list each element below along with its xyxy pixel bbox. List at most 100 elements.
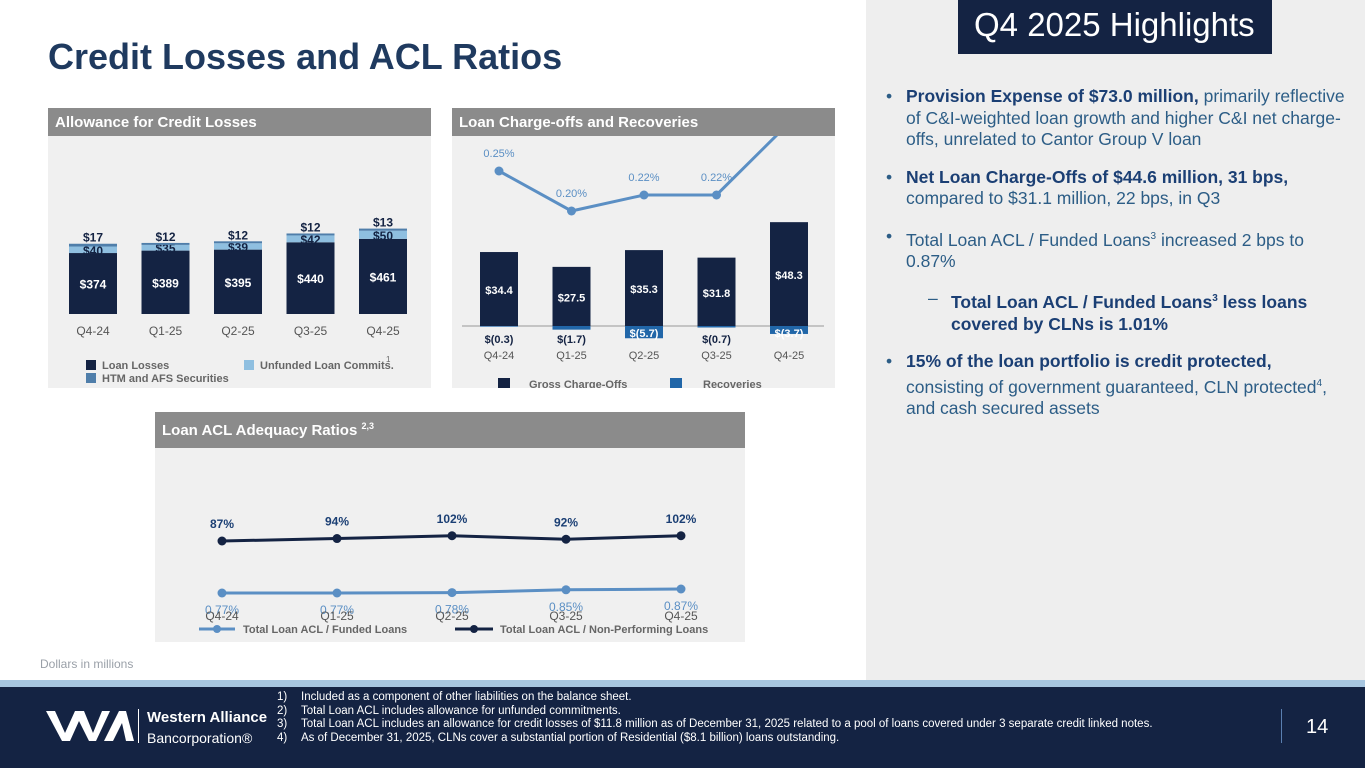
adequacy-x-tick: Q4-24 [205,609,239,623]
acl-bar-1-4 [359,230,407,239]
recovery-bar [552,326,591,330]
legend-unfunded-swatch [244,360,254,370]
legend-recoveries: Recoveries [703,379,762,388]
acl-chart-panel: Allowance for Credit Losses $374 $40 $17 Q4… [48,108,431,388]
acl-bar-1-1 [141,244,190,251]
funded-ratio-label: 0.87% [664,599,698,613]
adequacy-x-tick: Q4-25 [664,609,698,623]
highlight-provision: • Provision Expense of $73.0 million, pri… [886,86,1345,149]
funded-ratio-label: 0.78% [435,603,469,617]
acl-bar-label-2-0: $17 [83,231,103,245]
net-chargeoff-rate-point [712,190,721,200]
footnote-1: 1) Included as a component of other liabi… [277,691,632,703]
legend-funded-dot [213,625,221,633]
footnote-3: 3) Total Loan ACL includes an allowance f… [277,718,1153,731]
adequacy-chart-panel: Loan ACL Adequacy Ratios 2,3 87% 94% 102% 9… [155,412,745,642]
funded-ratio-point [447,588,457,598]
acl-bar-2-2 [214,241,262,244]
highlight-acl-ratio: • Total Loan ACL / Funded Loans3 increase… [886,225,1304,271]
units-note: Dollars in millions [40,657,134,671]
adequacy-x-tick: Q2-25 [435,609,469,623]
footnote-2: 2) Total Loan ACL includes allowance for … [277,704,621,717]
net-chargeoff-rate-point [567,206,576,216]
gross-chargeoff-label: $48.3 [775,270,803,282]
footnote-4: 4) As of December 31, 2025, CLNs cover a … [277,731,840,744]
acl-bar-label-0-0: $374 [80,278,107,292]
acl-bar-label-1-1: $35 [155,242,175,256]
legend-unfunded-footnote: 1 [386,355,391,364]
acl-bar-label-1-2: $39 [228,240,248,254]
footer [0,687,1365,768]
acl-bar-0-4 [359,238,407,314]
adequacy-line-chart: 87% 94% 102% 92% 102% 0.77% 0.77% 0.78% 0.85% 0.8… [199,512,708,636]
legend-securities-swatch [86,373,96,383]
chargeoffs-x-tick: Q4-25 [774,350,805,362]
net-chargeoff-rate-label: 0.25% [483,148,514,160]
acl-bar-label-2-2: $12 [228,228,248,242]
gross-chargeoff-label: $35.3 [630,284,658,296]
highlights-title: Q4 2025 Highlights [958,0,1272,54]
acl-bar-label-0-3: $440 [297,272,324,286]
npl-ratio-label: 87% [210,517,234,531]
page-title: Credit Losses and ACL Ratios [48,36,563,77]
gross-chargeoff-label: $34.4 [485,285,513,297]
recovery-label: $(3.7) [775,328,804,340]
adequacy-x-tick: Q1-25 [320,609,354,623]
legend-funded: Total Loan ACL / Funded Loans [243,624,407,636]
funded-ratio-label: 0.77% [320,603,354,617]
npl-ratio-point [447,531,457,541]
legend-npl: Total Loan ACL / Non-Performing Loans [500,624,708,636]
acl-bar-label-2-1: $12 [155,230,175,244]
gross-chargeoff-bar [625,250,663,326]
highlights-panel [866,0,1365,680]
recovery-bar [697,326,736,328]
acl-x-tick: Q4-25 [366,324,400,338]
chargeoffs-x-tick: Q2-25 [629,350,660,362]
gross-chargeoff-bar [697,257,736,326]
footnotes: 1) Included as a component of other liabi… [277,691,1153,745]
acl-bar-1-3 [286,235,335,243]
page-number-divider [1281,709,1282,743]
chargeoffs-x-tick: Q1-25 [556,350,587,362]
highlight-credit-protected: • 15% of the loan portfolio is credit pro… [886,351,1327,418]
net-chargeoff-rate-point [639,190,649,200]
legend-unfunded: Unfunded Loan Commits. [260,360,394,372]
net-chargeoff-rate-label: 0.20% [556,188,587,200]
acl-x-tick: Q2-25 [221,324,255,338]
recovery-bar [770,326,808,334]
recovery-label: $(0.7) [702,334,731,346]
legend-loan-losses: Loan Losses [102,360,169,372]
chargeoffs-chart-panel: Loan Charge-offs and Recoveries $34.4 $(0… [452,108,835,391]
acl-x-tick: Q3-25 [294,324,328,338]
acl-bar-0-1 [141,250,190,314]
chargeoffs-x-tick: Q4-24 [484,350,515,362]
recovery-bar [625,326,663,339]
funded-ratio-point [676,584,686,594]
acl-bar-label-1-0: $40 [83,244,103,258]
npl-ratio-point [676,531,686,541]
chargeoffs-bar-chart: $34.4 $(0.3) Q4-24 $27.5 $(1.7) Q1-25 $35.3 $(5… [462,117,825,391]
gross-chargeoff-label: $27.5 [558,292,586,304]
acl-bar-0-0 [69,253,117,314]
acl-bar-2-4 [359,228,407,231]
adequacy-x-tick: Q3-25 [549,609,583,623]
acl-bar-label-0-4: $461 [370,270,397,284]
legend-gross-swatch [498,378,510,390]
npl-ratio-point [561,534,571,544]
acl-bar-label-0-2: $395 [225,276,252,290]
legend-securities: HTM and AFS Securities [102,373,229,385]
gross-chargeoff-label: $31.8 [703,288,731,300]
funded-ratio-point [217,588,227,598]
gross-chargeoff-bar [770,222,808,326]
acl-bar-label-2-4: $13 [373,216,393,230]
funded-ratio-point [332,588,342,598]
acl-bar-0-2 [214,249,262,314]
npl-ratio-point [217,536,227,546]
acl-bar-1-2 [214,243,262,250]
acl-bar-1-0 [69,246,117,254]
npl-ratio-label: 92% [554,515,578,529]
highlights-list: • Provision Expense of $73.0 million, pri… [886,86,1346,435]
acl-bar-label-1-4: $50 [373,229,393,243]
acl-x-tick: Q1-25 [149,324,183,338]
legend-npl-dot [470,625,478,633]
